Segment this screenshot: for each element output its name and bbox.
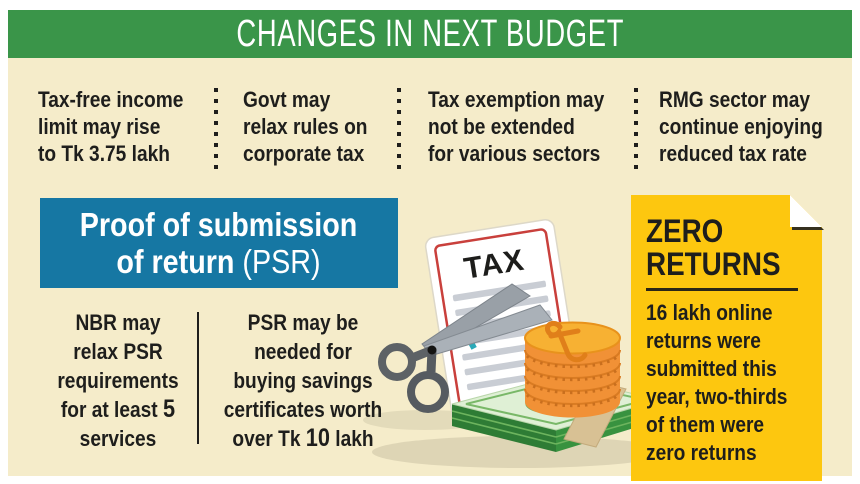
text-line: requirements [57,368,179,393]
text-line: PSR may be [247,310,359,335]
text-line: Tax-free income [38,87,184,112]
text-line: RMG sector may [659,87,811,112]
text-line: limit may rise [38,114,161,139]
zero-returns-note: ZERO RETURNS 16 lakh online returns were… [631,195,824,481]
note-paper [631,195,822,481]
text-line: needed for [254,339,352,364]
text-line: Govt may [243,87,331,112]
dotted-divider [214,88,218,172]
dotted-divider [397,88,401,172]
text-line: over Tk 10 lakh [232,424,374,452]
text-line: relax PSR [73,339,163,364]
zero-returns-body: 16 lakh online returns were submitted th… [646,300,788,465]
text-line: Tax exemption may [428,87,605,112]
top-point-1: Tax-free income limit may rise to Tk 3.7… [38,86,248,167]
text-line: not be extended [428,114,575,139]
psr-point-2: PSR may be needed for buying savings cer… [198,308,408,453]
coin-stack [524,320,621,418]
text-line: services [79,426,157,451]
psr-heading-box: Proof of submission of return (PSR) [40,198,398,288]
header-bar: CHANGES IN NEXT BUDGET [8,10,852,58]
tax-cut-illustration: TAX [363,219,668,468]
text-line: relax rules on [243,114,368,139]
top-point-4: RMG sector may continue enjoying reduced… [659,86,860,167]
text-line: to Tk 3.75 lakh [38,141,170,166]
page-title: CHANGES IN NEXT BUDGET [236,12,624,55]
text-line: for at least 5 [60,395,176,423]
dotted-divider [634,88,638,172]
top-point-2: Govt may relax rules on corporate tax [243,86,453,167]
zero-returns-heading: ZERO RETURNS [646,213,781,282]
top-point-3: Tax exemption may not be extended for va… [428,86,638,167]
text-line: certificates worth [223,397,383,422]
heading-underline [646,288,798,291]
text-line: for various sectors [428,141,601,166]
text-line: NBR may [75,310,161,335]
solid-divider [197,312,199,444]
page-fold-icon [790,195,824,230]
psr-point-1: NBR may relax PSR requirements for at le… [23,308,213,453]
text-line: reduced tax rate [659,141,807,166]
scissors-icon [378,283,553,413]
text-line: corporate tax [243,141,365,166]
taka-symbol-icon [545,320,588,363]
text-line: buying savings [233,368,373,393]
psr-heading: Proof of submission of return (PSR) [80,206,358,280]
text-line: continue enjoying [659,114,823,139]
